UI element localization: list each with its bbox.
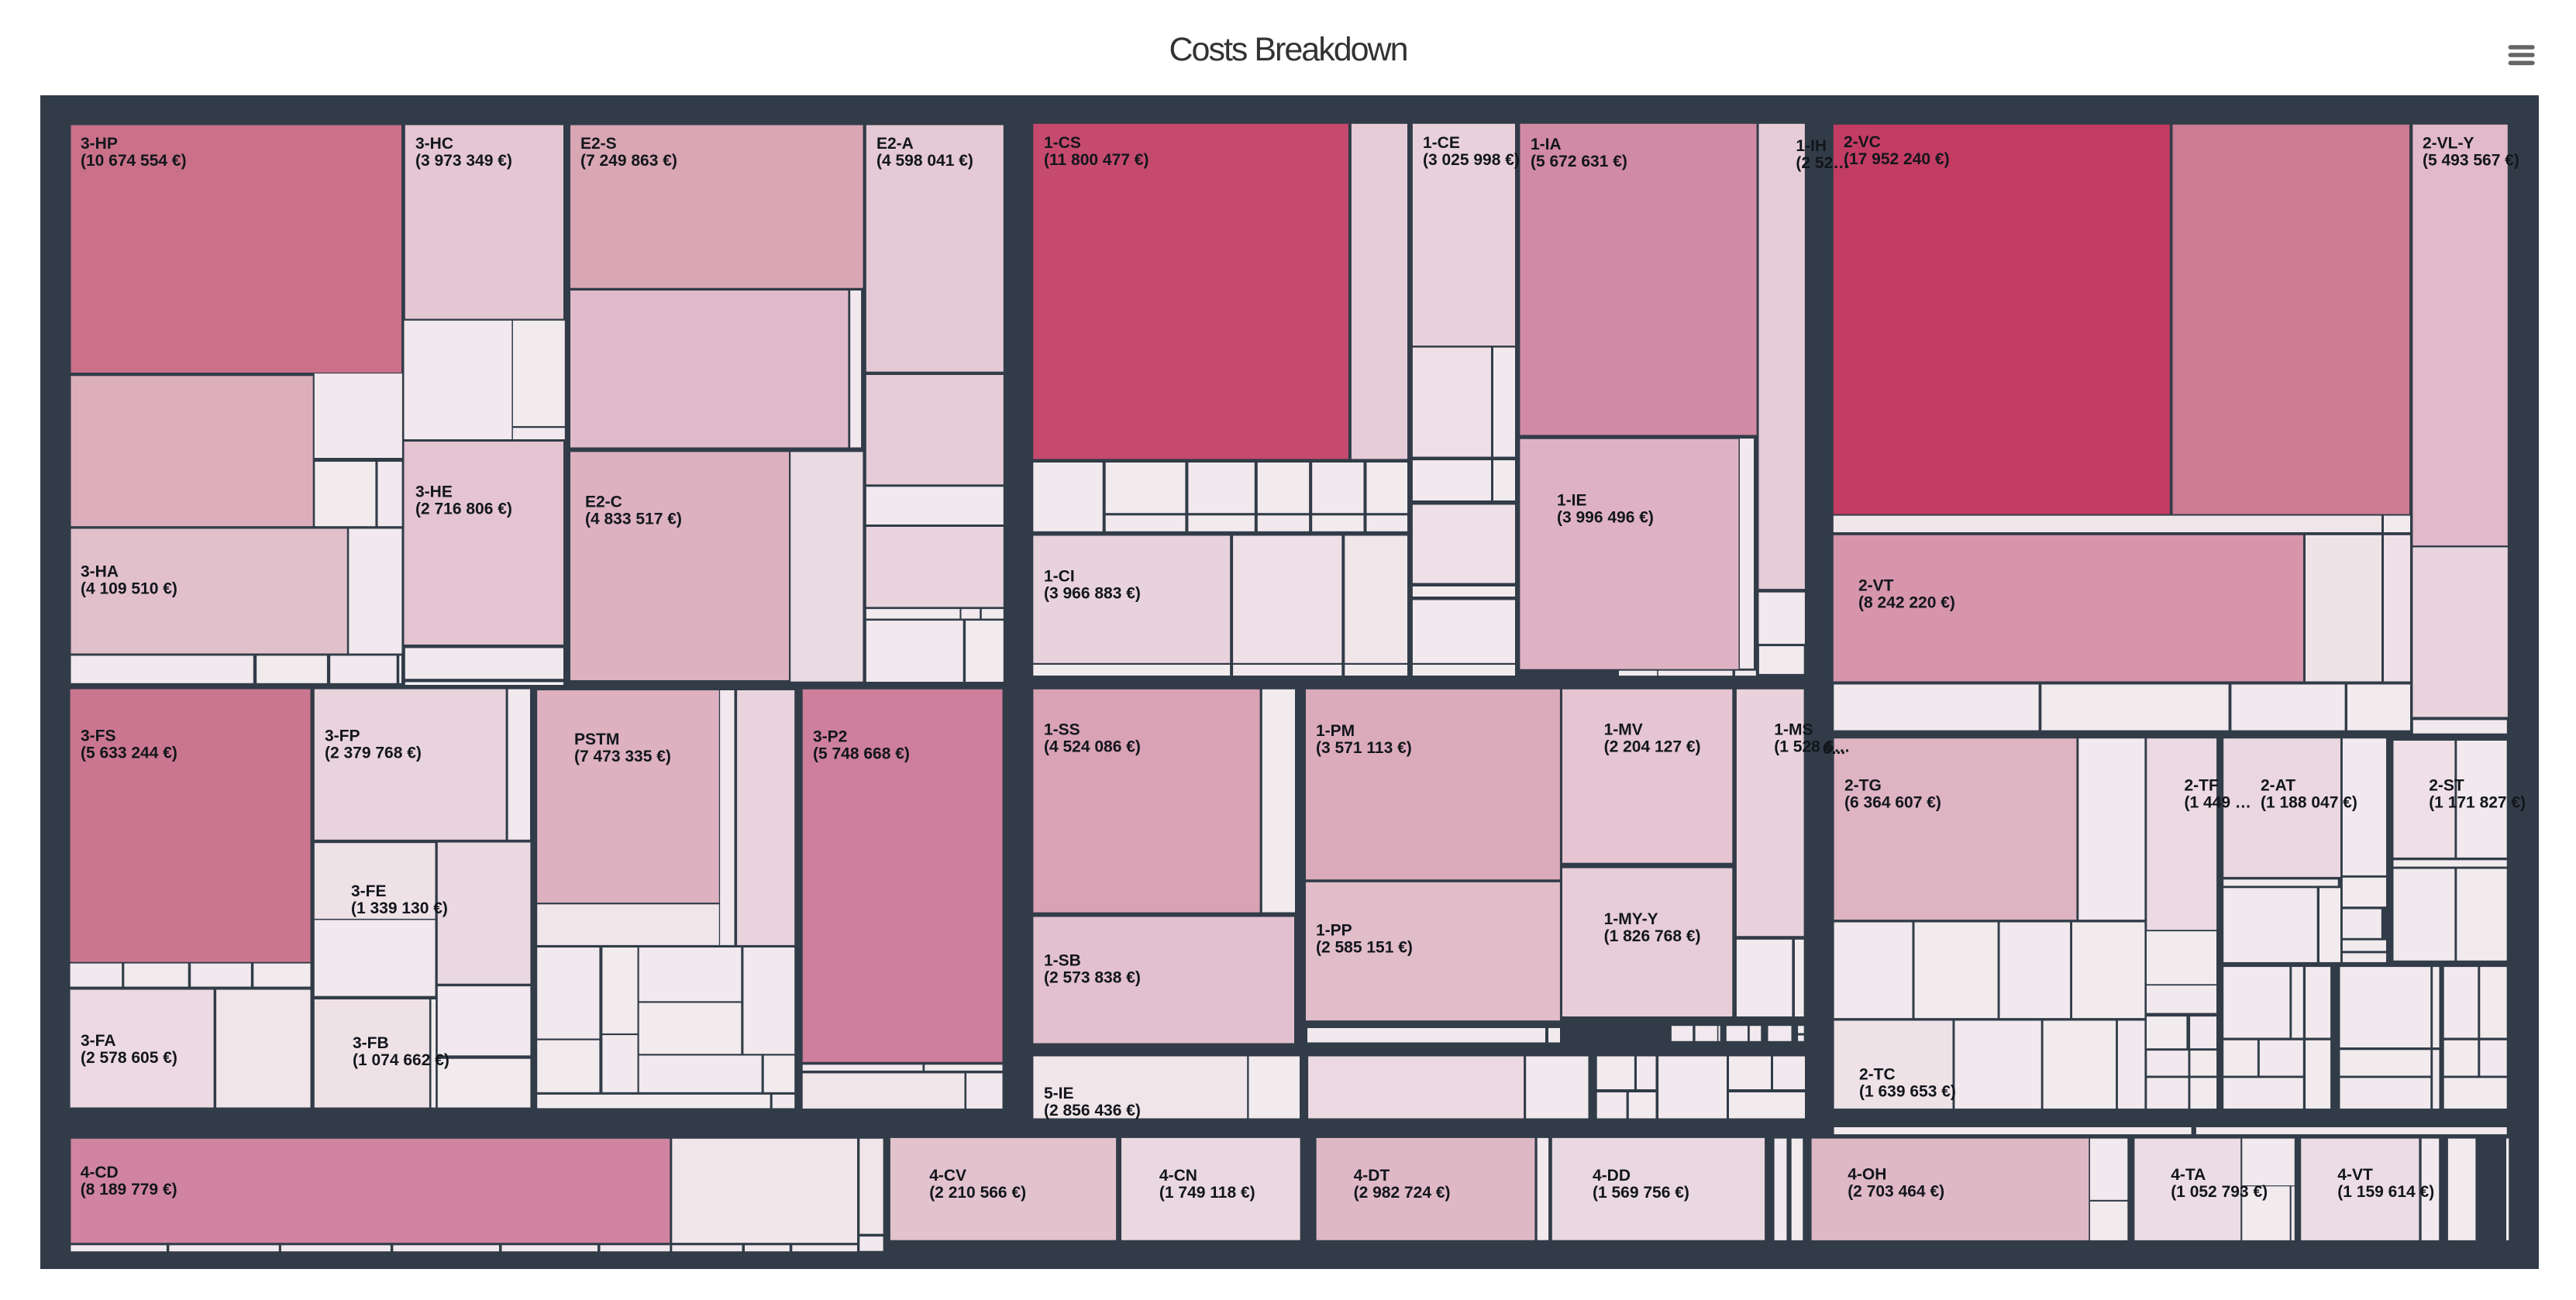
svg-text:4-DT(2 982 724 €): 4-DT (2 982 724 €) bbox=[1354, 1167, 1451, 1202]
svg-text:1-SB(2 573 838 €): 1-SB (2 573 838 €) bbox=[1044, 951, 1141, 986]
svg-text:2-VL-Y(5 493 567 €): 2-VL-Y (5 493 567 €) bbox=[2423, 135, 2519, 170]
svg-text:6...: 6... bbox=[1823, 740, 1845, 758]
svg-text:2-TF(1 449 …: 2-TF (1 449 … bbox=[2185, 776, 2251, 811]
svg-text:Costs Breakdown: Costs Breakdown bbox=[1169, 31, 1407, 68]
svg-text:1-MY-Y(1 826 768 €): 1-MY-Y (1 826 768 €) bbox=[1604, 910, 1701, 945]
